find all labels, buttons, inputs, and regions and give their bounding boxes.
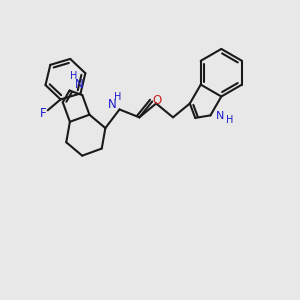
Text: N: N <box>75 78 84 91</box>
Text: N: N <box>216 111 224 122</box>
Text: H: H <box>114 92 121 102</box>
Text: O: O <box>152 94 162 107</box>
Text: N: N <box>108 98 117 111</box>
Text: F: F <box>39 107 46 120</box>
Text: H: H <box>70 71 77 81</box>
Text: H: H <box>226 115 233 125</box>
